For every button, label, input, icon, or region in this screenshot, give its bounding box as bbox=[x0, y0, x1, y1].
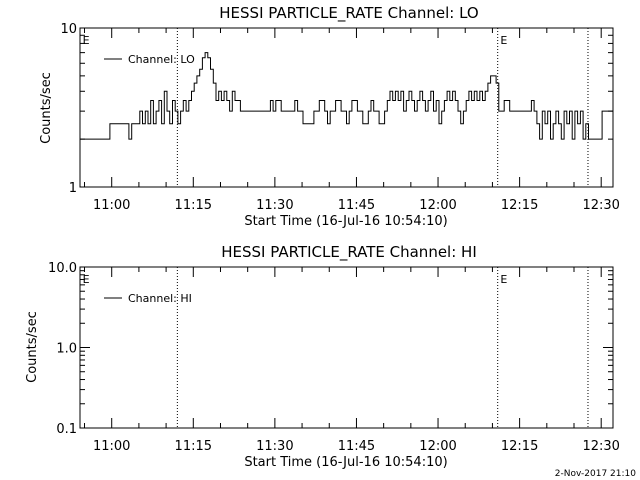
x-tick-label: 12:30 bbox=[582, 439, 619, 454]
lo-legend: Channel: LO bbox=[104, 53, 195, 66]
hi-x-axis-label: Start Time (16-Jul-16 10:54:10) bbox=[244, 455, 447, 470]
x-tick-label: 12:00 bbox=[419, 198, 456, 213]
x-tick-label: 11:00 bbox=[93, 439, 130, 454]
x-tick-label: 11:45 bbox=[338, 198, 375, 213]
hi-y-axis-label: Counts/sec bbox=[25, 311, 40, 383]
lo-plot-frame bbox=[79, 27, 614, 188]
y-tick-label: 10 bbox=[60, 22, 77, 37]
generation-timestamp: 2-Nov-2017 21:10 bbox=[555, 469, 637, 479]
x-tick-label: 12:00 bbox=[419, 439, 456, 454]
hi-x-ticks: 11:00 11:15 11:30 11:45 12:00 12:15 12:30 bbox=[84, 267, 620, 454]
y-tick-label: 1 bbox=[69, 181, 77, 196]
y-tick-label: 0.1 bbox=[56, 422, 77, 437]
event-label: E bbox=[500, 34, 507, 47]
x-tick-label: 12:15 bbox=[501, 439, 538, 454]
event-label: E bbox=[83, 34, 90, 47]
x-tick-label: 12:15 bbox=[501, 198, 538, 213]
lo-event-markers bbox=[176, 28, 589, 187]
hi-y-ticks: 0.1 1.0 10.0 bbox=[48, 261, 613, 437]
hi-legend: Channel: HI bbox=[104, 292, 192, 305]
hi-channel-panel: HESSI PARTICLE_RATE Channel: HI 0.1 1.0 10… bbox=[25, 243, 620, 470]
lo-legend-label: Channel: LO bbox=[128, 53, 195, 66]
y-tick-label: 10.0 bbox=[48, 261, 77, 276]
hi-chart-title: HESSI PARTICLE_RATE Channel: HI bbox=[221, 243, 477, 262]
x-tick-label: 11:15 bbox=[175, 439, 212, 454]
lo-channel-panel: HESSI PARTICLE_RATE Channel: LO 1 10 11:0… bbox=[39, 4, 620, 229]
lo-x-ticks: 11:00 11:15 11:30 11:45 12:00 12:15 12:30 bbox=[84, 28, 620, 213]
event-label: E bbox=[500, 273, 507, 286]
lo-series bbox=[80, 52, 613, 140]
x-tick-label: 12:30 bbox=[582, 198, 619, 213]
lo-y-ticks: 1 10 bbox=[60, 22, 613, 196]
event-label: E bbox=[83, 273, 90, 286]
x-tick-label: 11:45 bbox=[338, 439, 375, 454]
lo-y-axis-label: Counts/sec bbox=[39, 72, 54, 144]
series-line-lo bbox=[80, 52, 613, 140]
x-tick-label: 11:30 bbox=[256, 198, 293, 213]
hi-event-markers bbox=[176, 267, 589, 428]
hi-legend-label: Channel: HI bbox=[128, 292, 192, 305]
x-tick-label: 11:30 bbox=[256, 439, 293, 454]
x-tick-label: 11:00 bbox=[93, 198, 130, 213]
x-tick-label: 11:15 bbox=[175, 198, 212, 213]
y-tick-label: 1.0 bbox=[56, 342, 77, 357]
lo-chart-title: HESSI PARTICLE_RATE Channel: LO bbox=[219, 4, 478, 23]
lo-x-axis-label: Start Time (16-Jul-16 10:54:10) bbox=[244, 214, 447, 229]
